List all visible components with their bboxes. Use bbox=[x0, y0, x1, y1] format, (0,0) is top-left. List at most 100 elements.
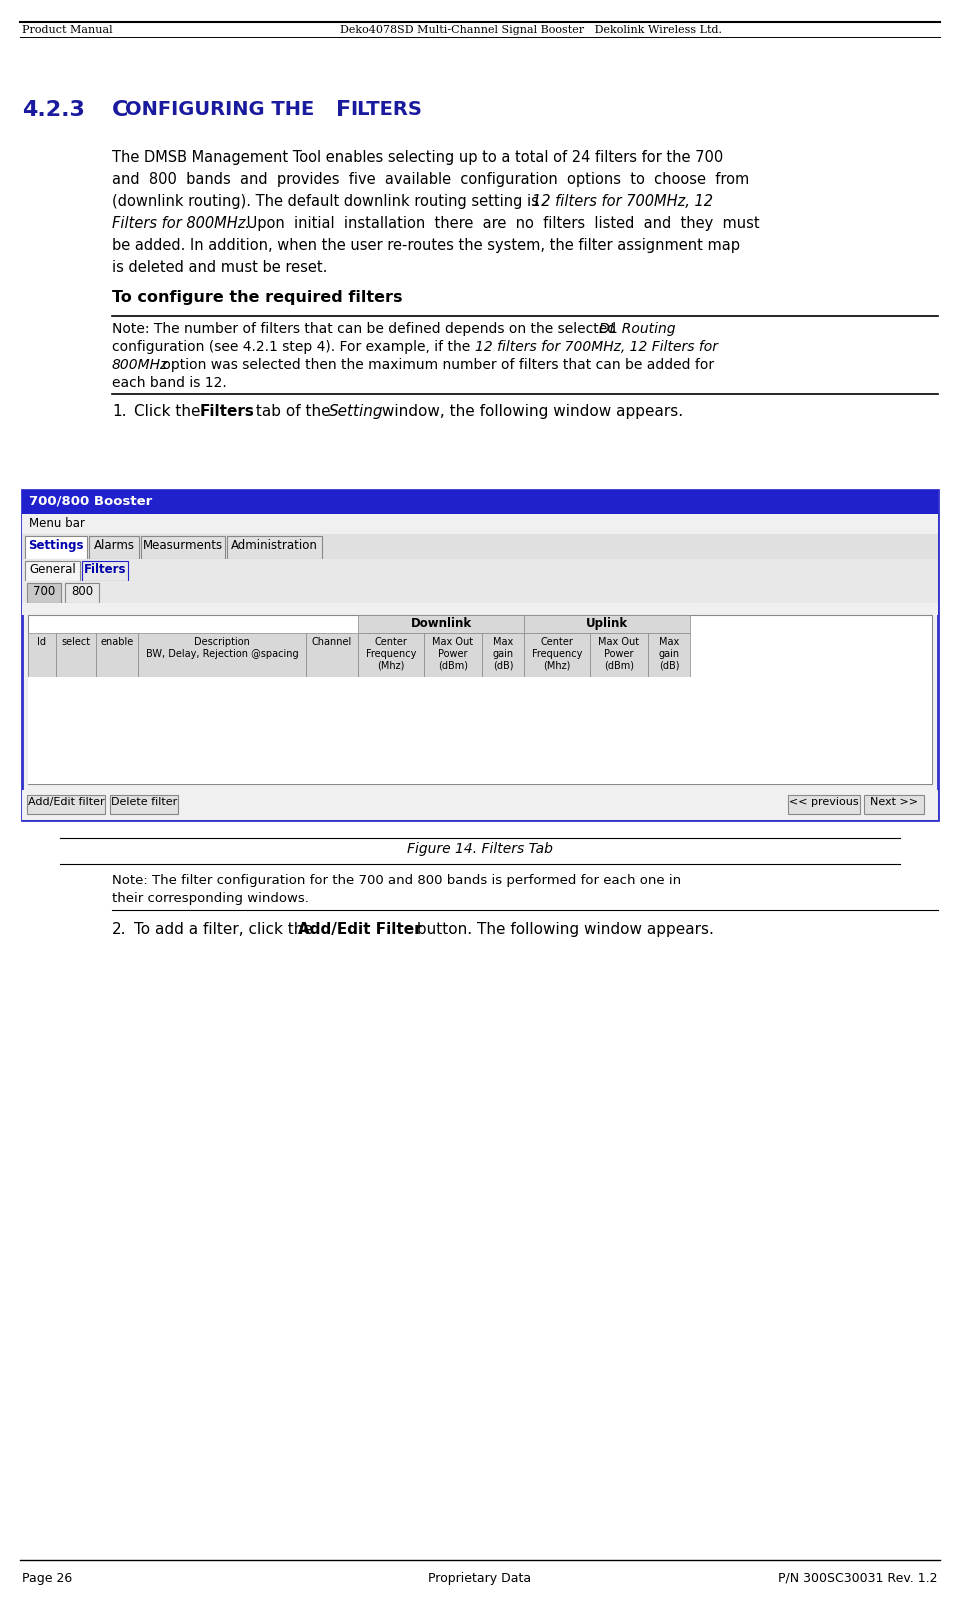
Bar bbox=[138, 632, 306, 677]
Bar bbox=[22, 789, 938, 820]
Text: Upon  initial  installation  there  are  no  filters  listed  and  they  must: Upon initial installation there are no f… bbox=[242, 216, 759, 231]
Text: Description
BW, Delay, Rejection @spacing: Description BW, Delay, Rejection @spacin… bbox=[146, 637, 299, 658]
Bar bbox=[358, 632, 424, 677]
Text: Page 26: Page 26 bbox=[22, 1572, 72, 1585]
Text: Max
gain
(dB): Max gain (dB) bbox=[492, 637, 514, 671]
Bar bbox=[82, 560, 128, 581]
Text: 4.2.3: 4.2.3 bbox=[22, 99, 84, 120]
Text: To add a filter, click the: To add a filter, click the bbox=[134, 922, 318, 937]
Text: 700/800 Booster: 700/800 Booster bbox=[29, 495, 153, 508]
Text: Max Out
Power
(dBm): Max Out Power (dBm) bbox=[432, 637, 473, 671]
Text: option was selected then the maximum number of filters that can be added for: option was selected then the maximum num… bbox=[158, 359, 714, 371]
Bar bbox=[22, 535, 938, 559]
Text: Note: The number of filters that can be defined depends on the selected: Note: The number of filters that can be … bbox=[112, 322, 620, 336]
Text: ILTERS: ILTERS bbox=[350, 99, 421, 118]
Text: Click the: Click the bbox=[134, 403, 205, 419]
Bar bbox=[524, 615, 690, 632]
Text: Measurments: Measurments bbox=[143, 540, 223, 552]
Bar bbox=[110, 796, 178, 813]
Text: << previous: << previous bbox=[789, 797, 859, 807]
Bar bbox=[25, 560, 80, 581]
Text: 12 filters for 700MHz, 12: 12 filters for 700MHz, 12 bbox=[532, 194, 713, 210]
Text: Filters for 800MHz.: Filters for 800MHz. bbox=[112, 216, 250, 231]
Text: be added. In addition, when the user re-routes the system, the filter assignment: be added. In addition, when the user re-… bbox=[112, 239, 740, 253]
Bar bbox=[590, 632, 648, 677]
Text: Alarms: Alarms bbox=[93, 540, 134, 552]
Text: (downlink routing). The default downlink routing setting is: (downlink routing). The default downlink… bbox=[112, 194, 543, 210]
Text: is deleted and must be reset.: is deleted and must be reset. bbox=[112, 259, 327, 275]
Text: Id: Id bbox=[37, 637, 46, 647]
Text: Delete filter: Delete filter bbox=[110, 797, 178, 807]
Text: Administration: Administration bbox=[231, 540, 318, 552]
Bar bbox=[358, 615, 524, 632]
Text: Uplink: Uplink bbox=[586, 616, 628, 631]
Text: configuration (see 4.2.1 step 4). For example, if the: configuration (see 4.2.1 step 4). For ex… bbox=[112, 339, 474, 354]
Text: C: C bbox=[112, 99, 129, 120]
Text: 12 filters for 700MHz, 12 Filters for: 12 filters for 700MHz, 12 Filters for bbox=[475, 339, 718, 354]
Text: 800: 800 bbox=[71, 584, 93, 599]
Bar bbox=[424, 632, 482, 677]
Text: Max
gain
(dB): Max gain (dB) bbox=[659, 637, 680, 671]
Text: 700: 700 bbox=[33, 584, 55, 599]
Text: Downlink: Downlink bbox=[411, 616, 471, 631]
Text: ONFIGURING THE: ONFIGURING THE bbox=[125, 99, 321, 118]
Bar bbox=[788, 796, 860, 813]
Bar bbox=[227, 536, 322, 559]
Text: Center
Frequency
(Mhz): Center Frequency (Mhz) bbox=[366, 637, 417, 671]
Text: Filters: Filters bbox=[200, 403, 254, 419]
Text: Add/Edit Filter: Add/Edit Filter bbox=[298, 922, 421, 937]
Bar bbox=[141, 536, 225, 559]
Text: DL Routing: DL Routing bbox=[599, 322, 676, 336]
Bar bbox=[864, 796, 924, 813]
Text: 2.: 2. bbox=[112, 922, 127, 937]
Bar bbox=[22, 490, 938, 820]
Text: Center
Frequency
(Mhz): Center Frequency (Mhz) bbox=[532, 637, 582, 671]
Text: Channel: Channel bbox=[312, 637, 352, 647]
Bar bbox=[22, 581, 938, 604]
Bar bbox=[22, 490, 938, 514]
Text: Note: The filter configuration for the 700 and 800 bands is performed for each o: Note: The filter configuration for the 7… bbox=[112, 874, 682, 887]
Bar bbox=[25, 536, 87, 559]
Text: Setting: Setting bbox=[329, 403, 383, 419]
Bar bbox=[22, 514, 938, 535]
Bar bbox=[27, 583, 61, 604]
Text: Max Out
Power
(dBm): Max Out Power (dBm) bbox=[598, 637, 639, 671]
Text: 800MHz: 800MHz bbox=[112, 359, 168, 371]
Text: each band is 12.: each band is 12. bbox=[112, 376, 227, 391]
Text: Settings: Settings bbox=[28, 540, 84, 552]
Bar bbox=[28, 615, 932, 784]
Text: To configure the required filters: To configure the required filters bbox=[112, 290, 402, 306]
Bar bbox=[96, 632, 138, 677]
Text: window, the following window appears.: window, the following window appears. bbox=[377, 403, 684, 419]
Text: Figure 14. Filters Tab: Figure 14. Filters Tab bbox=[407, 842, 553, 857]
Bar bbox=[648, 632, 690, 677]
Text: tab of the: tab of the bbox=[251, 403, 335, 419]
Bar bbox=[482, 632, 524, 677]
Bar bbox=[22, 559, 938, 581]
Text: F: F bbox=[336, 99, 351, 120]
Text: their corresponding windows.: their corresponding windows. bbox=[112, 892, 309, 905]
Text: select: select bbox=[61, 637, 90, 647]
Bar bbox=[28, 677, 932, 784]
Text: Menu bar: Menu bar bbox=[29, 517, 84, 530]
Text: button. The following window appears.: button. The following window appears. bbox=[412, 922, 714, 937]
Bar bbox=[65, 583, 99, 604]
Bar bbox=[56, 632, 96, 677]
Text: P/N 300SC30031 Rev. 1.2: P/N 300SC30031 Rev. 1.2 bbox=[779, 1572, 938, 1585]
Text: Add/Edit filter: Add/Edit filter bbox=[28, 797, 105, 807]
Bar bbox=[28, 632, 56, 677]
Text: Deko4078SD Multi-Channel Signal Booster   Dekolink Wireless Ltd.: Deko4078SD Multi-Channel Signal Booster … bbox=[340, 26, 722, 35]
Text: Proprietary Data: Proprietary Data bbox=[428, 1572, 532, 1585]
Text: 1.: 1. bbox=[112, 403, 127, 419]
Text: The DMSB Management Tool enables selecting up to a total of 24 filters for the 7: The DMSB Management Tool enables selecti… bbox=[112, 150, 723, 165]
Bar bbox=[22, 604, 938, 615]
Text: General: General bbox=[29, 564, 76, 576]
Bar bbox=[306, 632, 358, 677]
Text: and  800  bands  and  provides  five  available  configuration  options  to  cho: and 800 bands and provides five availabl… bbox=[112, 171, 749, 187]
Bar bbox=[524, 632, 590, 677]
Text: Next >>: Next >> bbox=[870, 797, 918, 807]
Text: Product Manual: Product Manual bbox=[22, 26, 112, 35]
Text: enable: enable bbox=[101, 637, 133, 647]
Bar bbox=[89, 536, 139, 559]
Bar bbox=[27, 796, 105, 813]
